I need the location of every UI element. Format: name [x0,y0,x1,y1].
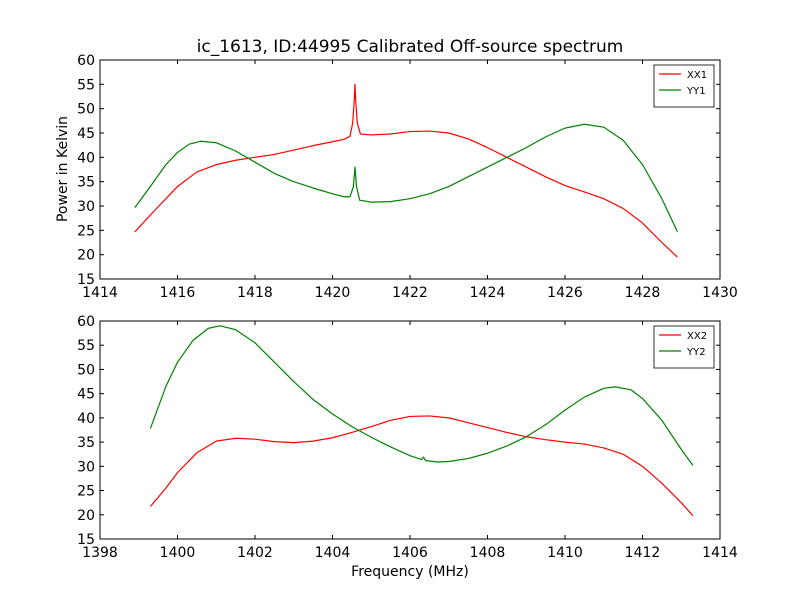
bottom-series-line-yy2 [149,325,694,466]
top-series-line-yy1 [134,123,678,233]
top-series-line-xx1 [134,83,678,258]
top-y-tick-label: 30 [77,199,95,215]
bottom-legend-label-yy2: YY2 [686,347,706,358]
top-x-tick-label: 1422 [392,285,428,301]
bottom-plot: Frequency (MHz) 1398 1400 1402 1404 1406 1408… [77,314,738,580]
bottom-y-tick-label: 40 [77,411,95,427]
chart-title: ic_1613, ID:44995 Calibrated Off-source … [197,37,624,57]
bottom-y-tick-label: 35 [77,435,95,451]
top-y-tick-label: 55 [77,77,95,93]
bottom-y-tick-label: 45 [77,387,95,403]
top-y-tick-label: 40 [77,150,95,166]
bottom-y-tick-label: 55 [77,338,95,354]
top-y-tick-label: 25 [77,223,95,239]
top-y-tick-label: 15 [77,272,95,288]
top-y-tick-label: 20 [77,248,95,264]
bottom-legend-label-xx2: XX2 [687,331,707,342]
bottom-x-tick-label: 1410 [547,545,583,561]
top-x-tick-label: 1426 [547,285,583,301]
bottom-x-tick-label: 1406 [392,545,428,561]
top-plot: Power in Kelvin 1414 1416 1418 1420 1422 1424… [55,53,738,301]
bottom-y-tick-label: 20 [77,508,95,524]
bottom-x-tick-label: 1400 [160,545,196,561]
bottom-y-tick-label: 60 [77,314,95,330]
top-x-tick-label: 1418 [237,285,273,301]
top-legend-label-xx1: XX1 [687,70,707,81]
top-y-tick-label: 35 [77,175,95,191]
bottom-x-axis-label: Frequency (MHz) [351,564,469,580]
top-x-tick-label: 1420 [315,285,351,301]
top-y-axis-label: Power in Kelvin [55,116,71,222]
bottom-x-tick-label: 1402 [237,545,273,561]
bottom-y-tick-label: 50 [77,362,95,378]
bottom-series-line-xx2 [149,415,694,517]
top-x-tick-label: 1428 [625,285,661,301]
bottom-y-tick-label: 30 [77,459,95,475]
bottom-x-tick-label: 1398 [82,545,118,561]
top-y-tick-label: 60 [77,53,95,69]
top-x-tick-label: 1424 [470,285,506,301]
bottom-x-tick-label: 1404 [315,545,351,561]
bottom-legend-box [653,325,715,369]
top-x-tick-label: 1414 [82,285,118,301]
bottom-y-tick-label: 25 [77,484,95,500]
bottom-x-tick-label: 1412 [625,545,661,561]
top-y-tick-label: 45 [77,126,95,142]
bottom-y-tick-label: 15 [77,532,95,548]
top-y-tick-label: 50 [77,102,95,118]
top-legend-label-yy1: YY1 [686,86,706,97]
top-legend-box [653,64,715,108]
bottom-x-tick-label: 1408 [470,545,506,561]
top-x-tick-label: 1430 [702,285,738,301]
top-x-tick-label: 1416 [160,285,196,301]
bottom-x-tick-label: 1414 [702,545,738,561]
